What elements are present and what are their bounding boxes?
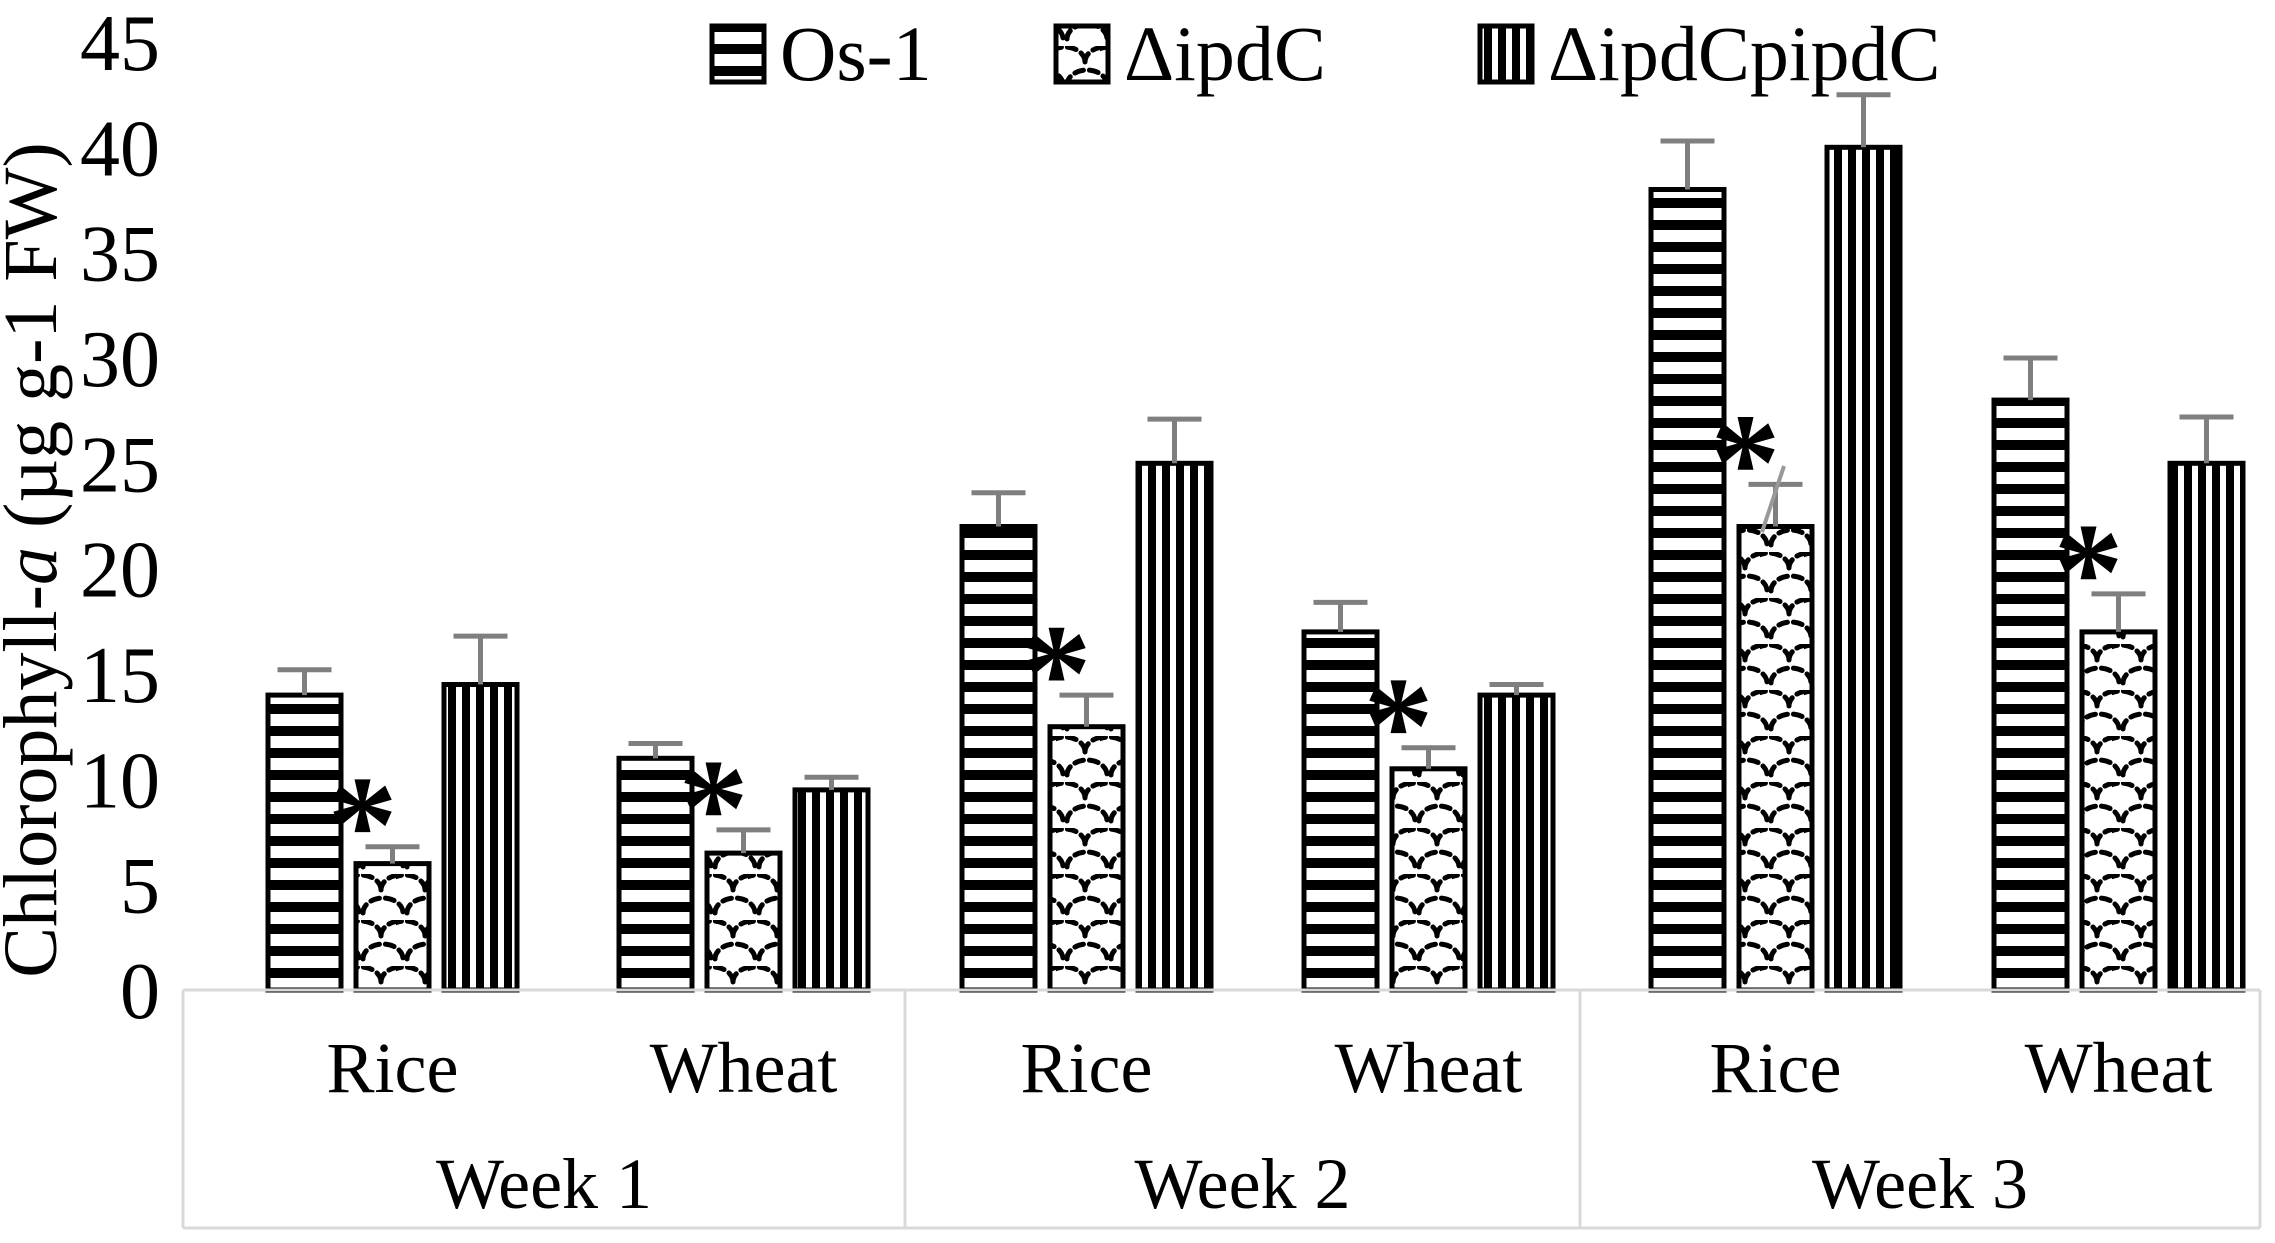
bar-ΔipdCpipdC-1 [792, 787, 871, 993]
crop-label: Wheat [1335, 1028, 1523, 1108]
bar-ΔipdCpipdC-4 [1824, 144, 1903, 993]
bar-ΔipdCpipdC-0 [441, 682, 520, 993]
bar-ΔipdCpipdC-3 [1477, 692, 1556, 993]
bar-Os-1-5 [1991, 397, 2070, 993]
legend-swatch-scales [1053, 23, 1111, 85]
bar-ΔipdC-2 [1047, 724, 1126, 993]
significance-asterisk: * [1364, 649, 1434, 804]
week-label: Week 1 [436, 1144, 652, 1224]
legend-swatch-horizontal-stripes [709, 23, 767, 85]
crop-label: Rice [1021, 1028, 1153, 1108]
y-axis-title-part: a [0, 547, 73, 585]
bar-ΔipdCpipdC-2 [1135, 460, 1214, 993]
significance-asterisk: * [679, 731, 749, 886]
significance-asterisk: * [2054, 495, 2124, 650]
bar-ΔipdC-4 [1736, 524, 1815, 993]
significance-asterisk: * [328, 748, 398, 903]
y-tick-label: 45 [80, 0, 160, 88]
crop-label: Rice [327, 1028, 459, 1108]
y-tick-label: 5 [120, 843, 160, 931]
crop-label: Wheat [650, 1028, 838, 1108]
bar-ΔipdC-5 [2079, 629, 2158, 993]
y-tick-label: 10 [80, 737, 160, 825]
legend-label: ΔipdC [1124, 10, 1326, 97]
legend-swatch-vertical-stripes [1477, 23, 1535, 85]
y-tick-label: 35 [80, 211, 160, 299]
week-label: Week 2 [1134, 1144, 1350, 1224]
legend-label: Os-1 [780, 10, 932, 97]
bar-ΔipdC-3 [1389, 766, 1468, 993]
crop-label: Wheat [2025, 1028, 2213, 1108]
legend-label: ΔipdCpipdC [1548, 10, 1941, 97]
y-axis-title-part: (µg g-1 FW) [0, 142, 73, 547]
significance-asterisk: * [1711, 385, 1781, 540]
significance-asterisk: * [1022, 596, 1092, 751]
y-tick-label: 0 [120, 948, 160, 1036]
stray-leader-line [1760, 465, 1786, 533]
bar-ΔipdCpipdC-5 [2167, 460, 2246, 993]
y-tick-label: 30 [80, 316, 160, 404]
crop-label: Rice [1710, 1028, 1842, 1108]
bar-ΔipdC-1 [704, 850, 783, 993]
bar-Os-1-4 [1648, 187, 1727, 993]
y-tick-label: 20 [80, 527, 160, 615]
y-axis-title-part: Chlorophyll- [0, 585, 73, 978]
y-tick-label: 15 [80, 632, 160, 720]
y-axis-title: Chlorophyll-a (µg g-1 FW) [0, 142, 73, 977]
week-label: Week 3 [1812, 1144, 2028, 1224]
y-tick-label: 25 [80, 421, 160, 509]
y-tick-label: 40 [80, 105, 160, 193]
